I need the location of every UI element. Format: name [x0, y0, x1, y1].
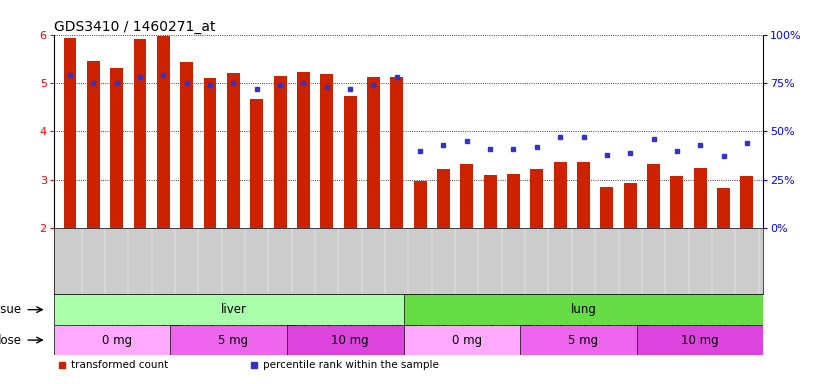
Bar — [297, 72, 310, 228]
Bar — [170, 325, 297, 355]
Text: liver: liver — [221, 303, 246, 316]
Bar — [111, 68, 123, 228]
Text: 5 mg: 5 mg — [218, 334, 249, 347]
Bar — [671, 176, 683, 228]
Bar — [507, 174, 520, 228]
Bar — [577, 162, 590, 228]
Bar — [64, 38, 77, 228]
Text: transformed count: transformed count — [71, 360, 169, 370]
Bar — [54, 295, 413, 325]
Bar — [287, 325, 413, 355]
Text: dose: dose — [0, 334, 21, 347]
Text: percentile rank within the sample: percentile rank within the sample — [263, 360, 439, 370]
Bar — [414, 181, 426, 228]
Bar — [637, 325, 763, 355]
Bar — [157, 36, 170, 228]
Bar — [647, 164, 660, 228]
Bar — [694, 167, 706, 228]
Bar — [227, 73, 240, 228]
Bar — [134, 40, 146, 228]
Bar — [404, 295, 763, 325]
Bar — [437, 169, 450, 228]
Bar — [54, 325, 180, 355]
Text: 10 mg: 10 mg — [331, 334, 369, 347]
Bar — [204, 78, 216, 228]
Text: tissue: tissue — [0, 303, 21, 316]
Text: 0 mg: 0 mg — [452, 334, 482, 347]
Bar — [250, 99, 263, 228]
Bar — [553, 162, 567, 228]
Bar — [460, 164, 473, 228]
Bar — [404, 325, 529, 355]
Bar — [320, 74, 333, 228]
Bar — [484, 175, 496, 228]
Bar — [367, 77, 380, 228]
Bar — [391, 77, 403, 228]
Bar — [601, 187, 613, 228]
Bar — [740, 176, 753, 228]
Bar — [180, 62, 193, 228]
Bar — [344, 96, 357, 228]
Bar — [520, 325, 647, 355]
Text: 10 mg: 10 mg — [681, 334, 719, 347]
Text: lung: lung — [571, 303, 596, 316]
Bar — [530, 169, 544, 228]
Text: 5 mg: 5 mg — [568, 334, 599, 347]
Bar — [273, 76, 287, 228]
Bar — [87, 61, 100, 228]
Bar — [624, 183, 637, 228]
Text: GDS3410 / 1460271_at: GDS3410 / 1460271_at — [54, 20, 216, 33]
Text: 0 mg: 0 mg — [102, 334, 132, 347]
Bar — [717, 189, 730, 228]
